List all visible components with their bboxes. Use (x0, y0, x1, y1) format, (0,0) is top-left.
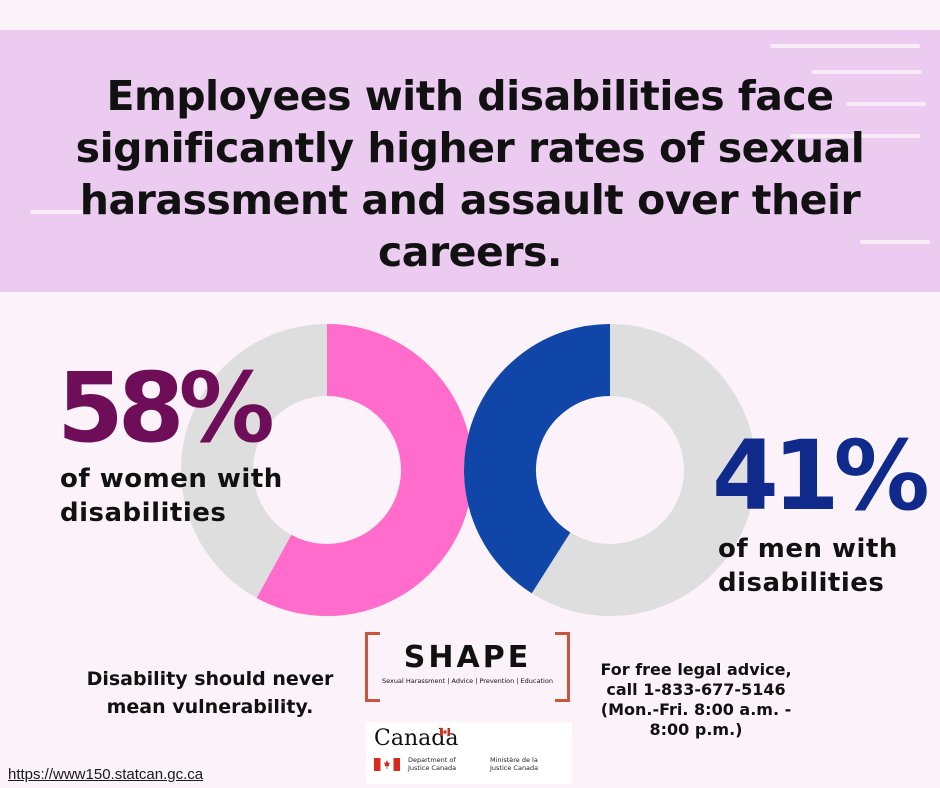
banner-brush-streak (812, 70, 922, 74)
shape-logo-subtitle: Sexual Harassment | Advice | Prevention … (382, 677, 553, 685)
women-donut (181, 324, 473, 616)
women-donut-arc (256, 324, 473, 616)
banner-brush-streak (770, 44, 920, 48)
banner-brush-streak (30, 210, 90, 214)
logo-bracket-right (555, 632, 570, 702)
men-donut (464, 324, 756, 616)
men-percent: 41% (712, 420, 930, 532)
logo-bracket-left (365, 632, 380, 702)
canada-wordmark: Canada (374, 726, 459, 751)
men-caption: of men with disabilities (718, 534, 898, 598)
shape-logo-name: SHAPE (403, 640, 532, 675)
canada-logo: Canada Department of Justice Canada Mini… (366, 722, 572, 784)
banner-brush-streak (846, 102, 926, 106)
department-english: Department of Justice Canada (408, 756, 457, 772)
shape-logo: SHAPE Sexual Harassment | Advice | Preve… (365, 632, 570, 702)
department-french: Ministère de la Justice Canada (490, 756, 539, 772)
banner-brush-streak (790, 134, 920, 138)
women-caption: of women with disabilities (60, 464, 283, 528)
headline-banner (0, 30, 940, 292)
headline: Employees with disabilities face signifi… (75, 72, 865, 276)
legal-advice-text: For free legal advice, call 1-833-677-51… (600, 660, 792, 739)
tagline: Disability should never mean vulnerabili… (86, 668, 334, 718)
canada-flag-icon (374, 758, 400, 771)
banner-brush-streak (860, 240, 930, 244)
women-percent: 58% (57, 352, 275, 464)
men-donut-arc (464, 324, 612, 594)
source-link[interactable]: https://www150.statcan.gc.ca (8, 766, 204, 783)
canada-wordmark-flag-icon (440, 728, 450, 736)
